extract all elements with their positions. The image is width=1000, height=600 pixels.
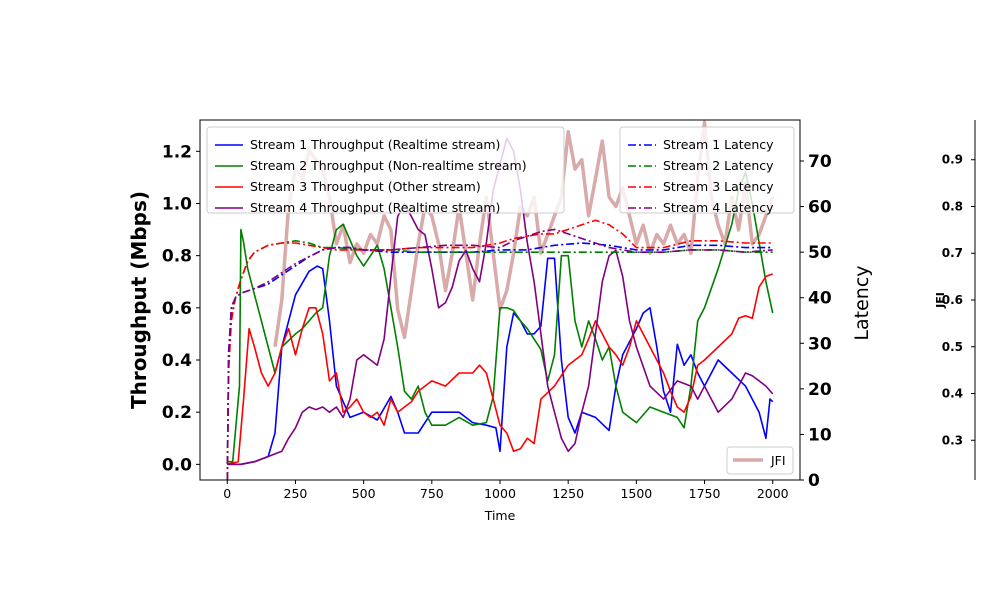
y-right-tick-label: 60 xyxy=(808,198,832,218)
throughput-line-stream-3 xyxy=(227,273,773,466)
legend-label-stream-3-throughput-other-stream: Stream 3 Throughput (Other stream) xyxy=(250,179,481,194)
y-axis-left-label: Throughput (Mbps) xyxy=(127,191,151,409)
legend-label-jfi: JFI xyxy=(770,453,786,468)
x-tick-label: 1750 xyxy=(689,486,721,501)
y-third-tick-label: 0.4 xyxy=(942,387,963,401)
y-third-tick-label: 0.8 xyxy=(942,199,963,213)
throughput-line-stream-1 xyxy=(227,257,774,466)
x-tick-label: 1000 xyxy=(484,486,516,501)
legend-label-stream-4-latency: Stream 4 Latency xyxy=(663,200,774,215)
y-axis-right-label: Latency xyxy=(851,265,873,340)
x-axis-label: Time xyxy=(484,508,516,523)
throughput-line-stream-4 xyxy=(227,137,774,466)
legend-frame xyxy=(206,126,565,214)
y-left-tick-label: 0.6 xyxy=(162,299,192,319)
y-right-tick-label: 0 xyxy=(808,471,820,491)
y-right-tick-label: 20 xyxy=(808,380,832,400)
legend-latency: Stream 1 Latency Stream 2 Latency Stream 3… xyxy=(619,126,795,215)
legend-label-stream-2-throughput-non-realtime-stream: Stream 2 Throughput (Non-realtime stream… xyxy=(250,158,527,173)
y-left-tick-label: 0.0 xyxy=(162,455,192,475)
legend-label-stream-3-latency: Stream 3 Latency xyxy=(663,179,774,194)
y-left-tick-label: 1.2 xyxy=(162,142,192,162)
legend-throughput: Stream 1 Throughput (Realtime stream) Str… xyxy=(206,126,565,215)
legend-label-stream-4-throughput-realtime-stream: Stream 4 Throughput (Realtime stream) xyxy=(250,200,500,215)
x-tick-label: 750 xyxy=(420,486,444,501)
legend-label-stream-1-throughput-realtime-stream: Stream 1 Throughput (Realtime stream) xyxy=(250,137,500,152)
x-tick-label: 1500 xyxy=(620,486,652,501)
y-left-tick-label: 0.4 xyxy=(162,351,192,371)
legend-label-stream-1-latency: Stream 1 Latency xyxy=(663,137,774,152)
ticks-layer: 0 250 500 750 1000 1250 1500 1750 20000.00.20.40… xyxy=(162,142,975,501)
legend-frame xyxy=(619,126,795,214)
latency-line-stream-4 xyxy=(226,228,773,481)
y-right-tick-label: 40 xyxy=(808,289,832,309)
y-right-tick-label: 70 xyxy=(808,152,832,172)
y-left-tick-label: 0.2 xyxy=(162,403,192,423)
y-right-tick-label: 30 xyxy=(808,334,832,354)
x-tick-label: 0 xyxy=(223,486,231,501)
y-third-tick-label: 0.6 xyxy=(942,293,963,307)
throughput-line-stream-2 xyxy=(227,171,774,463)
y-third-tick-label: 0.5 xyxy=(942,340,963,354)
x-tick-label: 2000 xyxy=(757,486,789,501)
x-tick-label: 250 xyxy=(284,486,308,501)
y-third-tick-label: 0.9 xyxy=(942,153,963,167)
series-layer xyxy=(226,120,775,481)
y-third-tick-label: 0.3 xyxy=(942,433,963,447)
y-third-tick-label: 0.7 xyxy=(942,246,963,260)
legend-jfi: JFI xyxy=(726,446,794,475)
legend-label-stream-2-latency: Stream 2 Latency xyxy=(663,158,774,173)
x-tick-label: 1250 xyxy=(552,486,584,501)
latency-line-stream-3 xyxy=(226,219,773,481)
y-right-tick-label: 50 xyxy=(808,243,832,263)
x-tick-label: 500 xyxy=(352,486,376,501)
y-axis-third-label: JFI xyxy=(934,292,947,309)
y-left-tick-label: 0.8 xyxy=(162,247,192,267)
y-right-tick-label: 10 xyxy=(808,425,832,445)
y-left-tick-label: 1.0 xyxy=(162,194,192,214)
